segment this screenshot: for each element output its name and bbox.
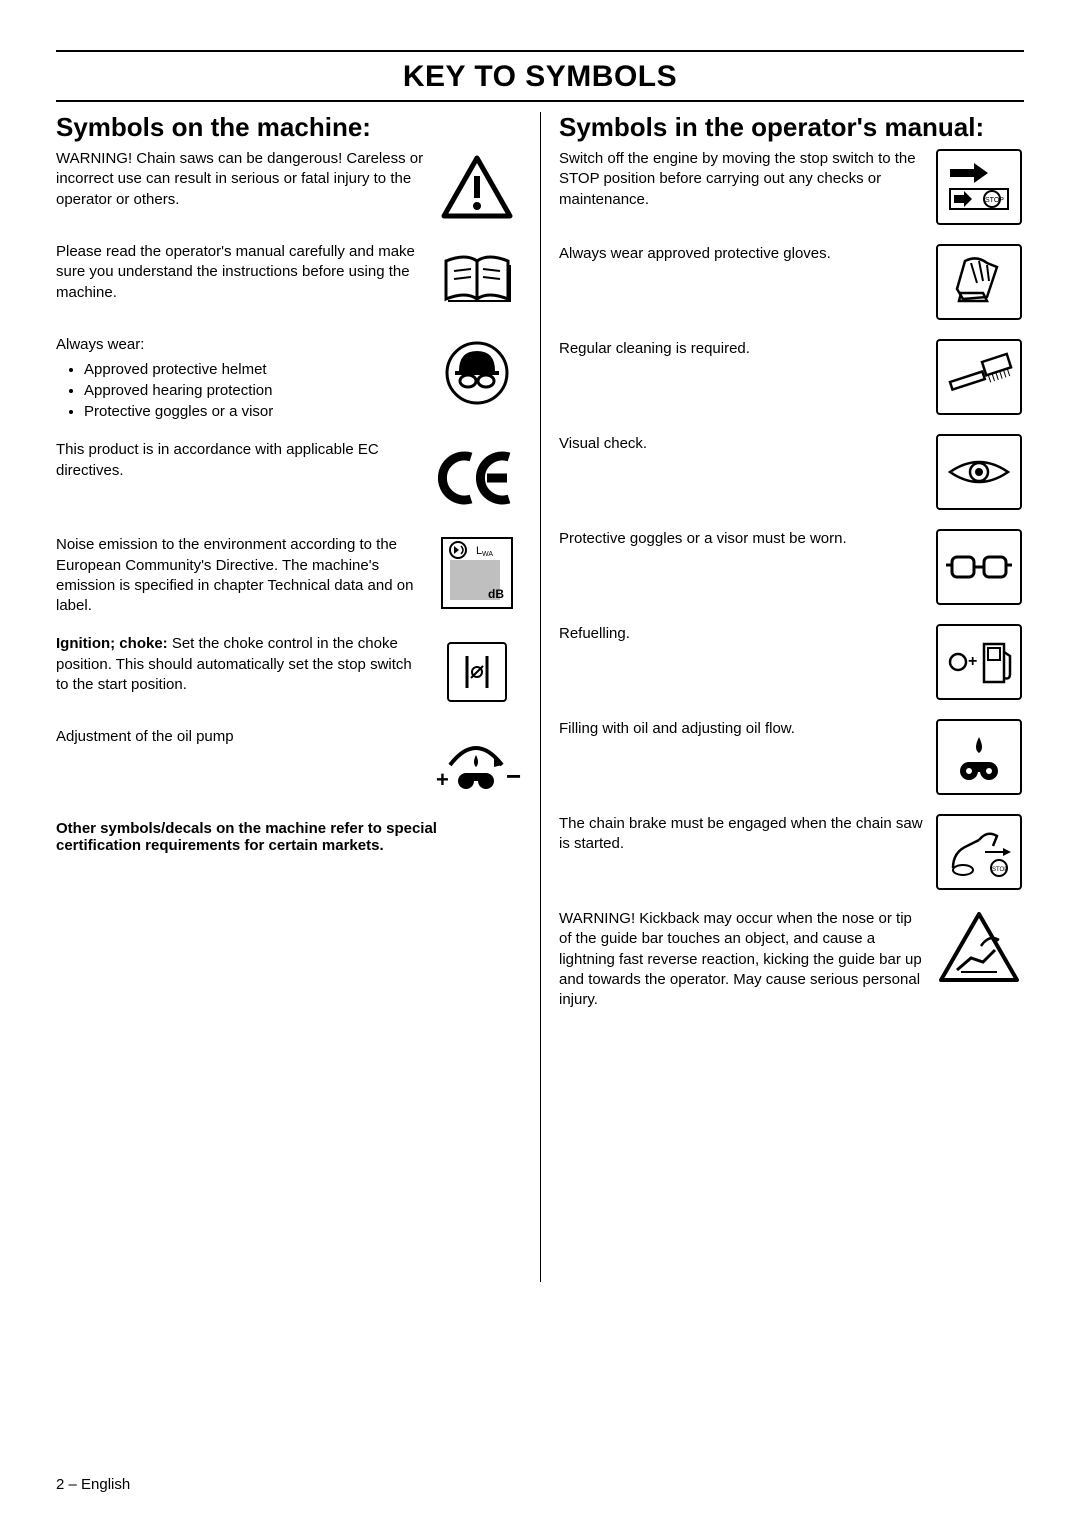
warning-triangle-icon <box>432 149 522 224</box>
entry-goggles: Protective goggles or a visor must be wo… <box>559 529 1024 604</box>
stop-text: Switch off the engine by moving the stop… <box>559 149 926 210</box>
oilpump-text: Adjustment of the oil pump <box>56 727 424 747</box>
choke-lead: Ignition; choke: <box>56 635 168 652</box>
chain-brake-icon: STOP <box>934 814 1024 889</box>
top-rule <box>56 50 1024 52</box>
stop-switch-icon: STOP <box>934 149 1024 224</box>
ce-mark-icon <box>432 440 522 515</box>
oil-pump-adjust-icon: + − <box>432 727 522 802</box>
wear-item: Protective goggles or a visor <box>84 401 424 422</box>
svg-text:WA: WA <box>482 551 493 558</box>
wear-list: Approved protective helmet Approved hear… <box>56 359 424 422</box>
warning-text: WARNING! Chain saws can be dangerous! Ca… <box>56 149 424 210</box>
wear-item: Approved protective helmet <box>84 359 424 380</box>
svg-text:−: − <box>506 761 521 791</box>
gloves-text: Always wear approved protective gloves. <box>559 244 926 264</box>
always-wear-lead: Always wear: <box>56 336 144 353</box>
right-column: Symbols in the operator's manual: Switch… <box>540 112 1024 1282</box>
entry-oilpump: Adjustment of the oil pump + − <box>56 727 522 802</box>
manual-text: Please read the operator's manual carefu… <box>56 242 424 303</box>
page: KEY TO SYMBOLS Symbols on the machine: W… <box>0 0 1080 1529</box>
entry-visual: Visual check. <box>559 434 1024 509</box>
oilfill-text: Filling with oil and adjusting oil flow. <box>559 719 926 739</box>
oil-fill-icon <box>934 719 1024 794</box>
page-footer: 2 – English <box>56 1476 130 1493</box>
page-title: KEY TO SYMBOLS <box>56 60 1024 94</box>
kickback-warning-icon <box>934 909 1024 984</box>
svg-text:STOP: STOP <box>992 867 1008 873</box>
columns: Symbols on the machine: WARNING! Chain s… <box>56 112 1024 1282</box>
noise-emission-icon: L WA dB <box>432 535 522 610</box>
mid-rule <box>56 100 1024 102</box>
fuel-pump-icon: + <box>934 624 1024 699</box>
entry-stop: Switch off the engine by moving the stop… <box>559 149 1024 224</box>
brush-icon <box>934 339 1024 414</box>
entry-gloves: Always wear approved protective gloves. <box>559 244 1024 319</box>
entry-choke: Ignition; choke: Set the choke control i… <box>56 634 522 709</box>
eye-icon <box>934 434 1024 509</box>
ce-text: This product is in accordance with appli… <box>56 440 424 481</box>
left-column: Symbols on the machine: WARNING! Chain s… <box>56 112 540 1282</box>
goggles-icon <box>934 529 1024 604</box>
entry-noise: Noise emission to the environment accord… <box>56 535 522 616</box>
entry-cleaning: Regular cleaning is required. <box>559 339 1024 414</box>
entry-warning: WARNING! Chain saws can be dangerous! Ca… <box>56 149 522 224</box>
svg-text:STOP: STOP <box>985 197 1004 204</box>
left-heading: Symbols on the machine: <box>56 112 522 143</box>
cleaning-text: Regular cleaning is required. <box>559 339 926 359</box>
noise-text: Noise emission to the environment accord… <box>56 535 424 616</box>
chainbrake-text: The chain brake must be engaged when the… <box>559 814 926 855</box>
gloves-icon <box>934 244 1024 319</box>
visual-text: Visual check. <box>559 434 926 454</box>
wear-item: Approved hearing protection <box>84 380 424 401</box>
choke-icon <box>432 634 522 709</box>
helmet-goggles-icon <box>432 335 522 410</box>
entry-ce: This product is in accordance with appli… <box>56 440 522 515</box>
entry-kickback: WARNING! Kickback may occur when the nos… <box>559 909 1024 1010</box>
entry-chainbrake: The chain brake must be engaged when the… <box>559 814 1024 889</box>
kickback-text: WARNING! Kickback may occur when the nos… <box>559 909 926 1010</box>
entry-refuel: Refuelling. + <box>559 624 1024 699</box>
choke-text: Ignition; choke: Set the choke control i… <box>56 634 424 695</box>
entry-manual: Please read the operator's manual carefu… <box>56 242 522 317</box>
always-wear-block: Always wear: Approved protective helmet … <box>56 335 424 422</box>
svg-text:+: + <box>436 767 449 792</box>
right-heading: Symbols in the operator's manual: <box>559 112 1024 143</box>
refuel-text: Refuelling. <box>559 624 926 644</box>
open-book-icon <box>432 242 522 317</box>
entry-oilfill: Filling with oil and adjusting oil flow. <box>559 719 1024 794</box>
left-note: Other symbols/decals on the machine refe… <box>56 820 522 854</box>
goggles-text: Protective goggles or a visor must be wo… <box>559 529 926 549</box>
svg-text:dB: dB <box>488 587 504 601</box>
entry-always-wear: Always wear: Approved protective helmet … <box>56 335 522 422</box>
svg-text:+: + <box>968 653 977 670</box>
